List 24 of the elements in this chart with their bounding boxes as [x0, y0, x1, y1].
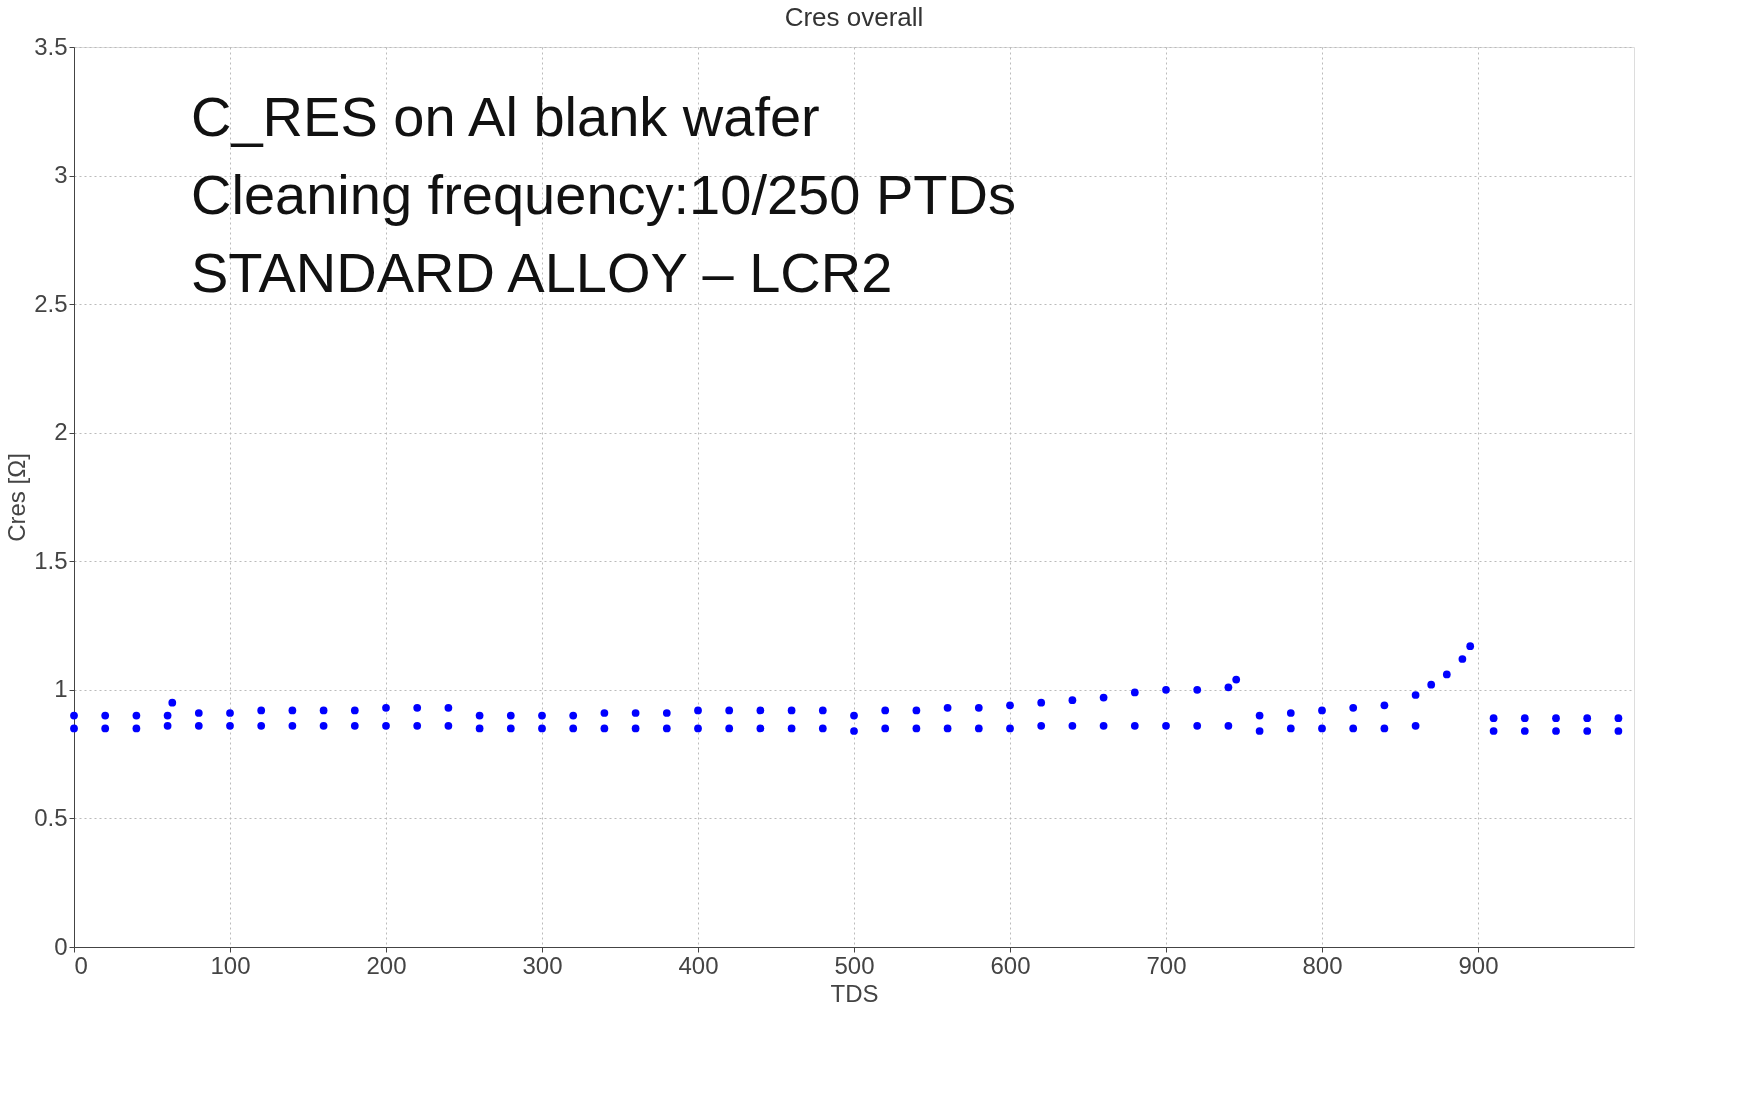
- x-tick-label: 700: [1146, 951, 1187, 979]
- y-tick-label: 0: [54, 932, 68, 960]
- y-tick-label: 3: [54, 161, 68, 189]
- x-tick-label: 400: [678, 951, 719, 979]
- y-tick-label: 3.5: [34, 32, 68, 60]
- chart-title: Cres overall: [784, 2, 924, 32]
- y-tick-label: 1.5: [34, 546, 68, 574]
- x-tick-label: 600: [990, 951, 1031, 979]
- y-tick-label: 2: [54, 418, 68, 446]
- y-tick-label: 0.5: [34, 803, 68, 831]
- y-tick-label: 2.5: [34, 289, 68, 317]
- x-axis-title: TDS: [830, 979, 879, 1007]
- annotation: C_RES on Al blank wafer: [191, 85, 820, 148]
- x-tick-label: 900: [1458, 951, 1499, 979]
- x-tick-label: 300: [522, 951, 563, 979]
- x-tick-label: 0: [74, 951, 88, 979]
- x-tick-label: 200: [366, 951, 407, 979]
- annotation: STANDARD ALLOY – LCR2: [191, 241, 893, 304]
- x-tick-label: 100: [210, 951, 251, 979]
- x-tick-label: 800: [1302, 951, 1343, 979]
- annotation: Cleaning frequency:10/250 PTDs: [191, 163, 1016, 226]
- y-axis-title: Cres [Ω]: [3, 453, 31, 542]
- y-tick-label: 1: [54, 675, 68, 703]
- x-tick-label: 500: [834, 951, 875, 979]
